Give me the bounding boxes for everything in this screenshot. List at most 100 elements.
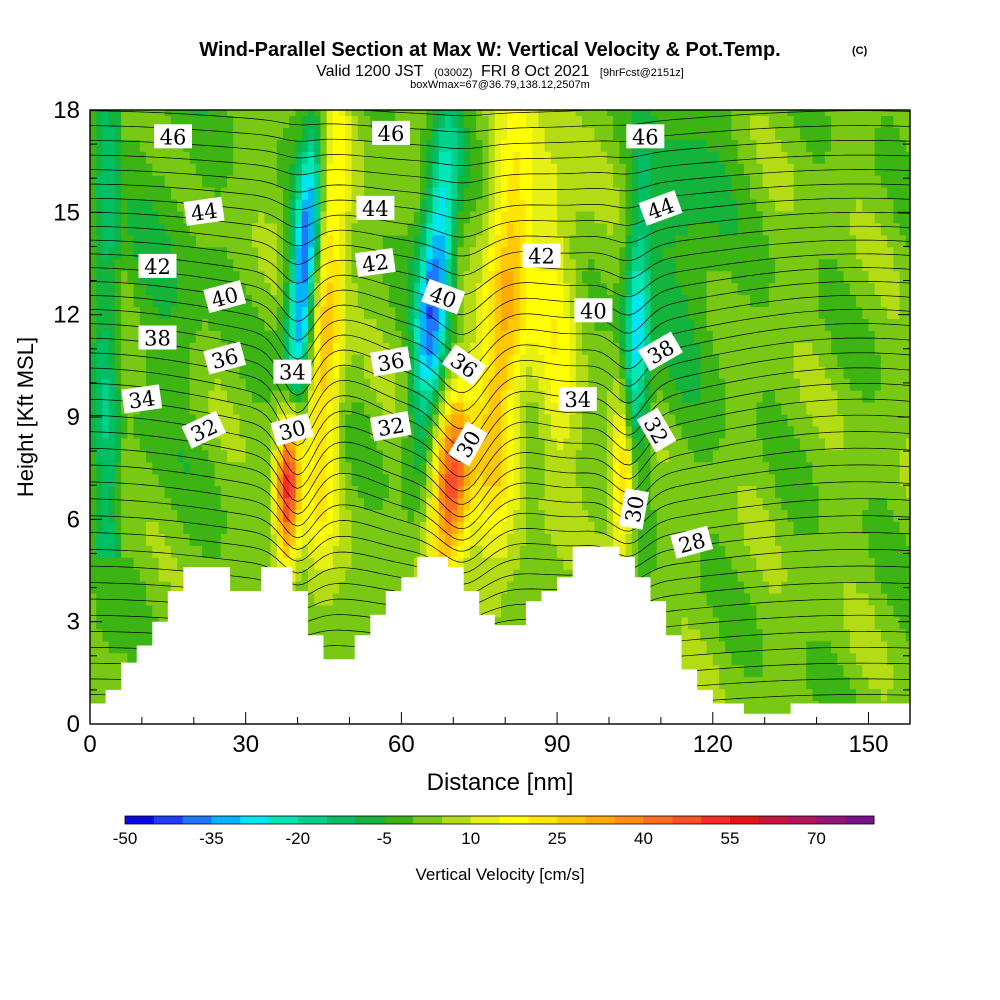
theta-label-box	[121, 384, 163, 414]
theta-label-text: 38	[144, 327, 171, 351]
colorbar-swatch	[528, 816, 558, 824]
theta-label-text: 30	[621, 494, 649, 524]
colorbar-tick-label: 70	[807, 829, 826, 848]
theta-label-text: 44	[362, 197, 389, 221]
colorbar-swatch	[413, 816, 443, 824]
theta-label-box	[203, 341, 247, 375]
colorbar-swatch	[816, 816, 846, 824]
theta-label-text: 34	[127, 386, 157, 413]
theta-label-box	[181, 410, 227, 449]
colorbar-tick-label: -5	[377, 829, 392, 848]
theta-contour	[90, 197, 910, 238]
theta-label: 46	[154, 124, 192, 149]
theta-contour	[90, 549, 910, 596]
colorbar-tick-label: -35	[199, 829, 224, 848]
theta-label-box	[138, 253, 177, 278]
theta-label-box	[638, 190, 683, 226]
colorbar-swatch	[153, 816, 184, 824]
colorbar-swatch	[499, 816, 529, 824]
theta-contour	[90, 267, 910, 335]
theta-label: 46	[626, 124, 665, 149]
colorbar-swatch	[758, 816, 789, 824]
y-tick-label: 0	[67, 711, 80, 738]
colorbar-swatch	[470, 816, 500, 824]
theta-label: 44	[356, 195, 395, 221]
y-tick-label: 9	[67, 404, 80, 431]
theta-label-box	[558, 386, 597, 411]
colorbar-swatch	[585, 816, 616, 824]
theta-label-box	[138, 325, 177, 350]
theta-label-box	[370, 411, 412, 442]
colorbar-tick-label: -20	[286, 829, 311, 848]
y-tick-label: 6	[67, 506, 80, 533]
theta-label: 40	[203, 280, 247, 314]
colorbar	[124, 815, 875, 825]
theta-label-text: 44	[189, 199, 219, 226]
colorbar-swatch	[672, 816, 702, 824]
theta-contour	[90, 323, 910, 412]
colorbar-swatch	[125, 816, 155, 824]
colorbar-swatch	[326, 816, 356, 824]
theta-label: 34	[558, 386, 597, 412]
theta-label-text: 42	[528, 245, 555, 269]
colorbar-tick-label: 55	[721, 829, 740, 848]
x-axis: 0 30 60 90 120 150	[83, 712, 889, 758]
theta-label: 40	[574, 298, 613, 323]
colorbar-swatch	[297, 816, 328, 824]
theta-contour	[90, 398, 910, 492]
theta-contour	[90, 169, 910, 201]
theta-label-text: 40	[580, 299, 607, 323]
x-tick-label: 120	[693, 731, 733, 758]
colorbar-swatch	[182, 816, 212, 824]
theta-label: 30	[618, 488, 649, 530]
colorbar-swatch	[701, 816, 731, 824]
theta-label-text: 42	[360, 250, 390, 277]
chart-subtitle: Valid 1200 JST (0300Z) FRI 8 Oct 2021 [9…	[316, 63, 684, 80]
theta-label: 36	[370, 346, 412, 377]
colorbar-swatch	[441, 816, 472, 824]
theta-contour	[90, 225, 910, 276]
theta-label-box	[183, 196, 225, 226]
colorbar-tick-label: 40	[634, 829, 653, 848]
theta-label-box	[637, 331, 683, 372]
theta-label-box	[626, 124, 665, 149]
colorbar-ticks: -50 -35 -20 -5 10 25 40 55 70	[113, 829, 826, 848]
y-tick-label: 15	[53, 199, 80, 226]
theta-label: 42	[354, 247, 396, 277]
theta-label-box	[421, 278, 466, 315]
y-tick-label: 18	[53, 97, 80, 124]
colorbar-swatch	[355, 816, 385, 824]
colorbar-swatch	[729, 816, 760, 824]
x-tick-label: 0	[83, 731, 96, 758]
theta-label-text: 42	[144, 255, 171, 279]
x-tick-label: 150	[848, 731, 888, 758]
x-axis-label: Distance [nm]	[427, 769, 574, 796]
theta-label-box	[372, 120, 410, 145]
theta-label: 34	[121, 384, 163, 414]
theta-label: 44	[183, 196, 225, 226]
theta-label-box	[522, 243, 561, 268]
colorbar-frame	[124, 815, 875, 825]
colorbar-swatch	[384, 816, 414, 824]
theta-contour	[355, 110, 600, 117]
chart-subtitle-2: boxWmax=67@36.79,138.12,2507m	[410, 79, 590, 91]
theta-label: 32	[370, 411, 412, 442]
copyright-mark: (C)	[852, 45, 868, 57]
theta-label-box	[203, 280, 247, 314]
theta-contour	[90, 532, 910, 585]
y-axis-label: Height [Kft MSL]	[13, 337, 38, 497]
theta-contour	[90, 481, 910, 552]
theta-contour	[90, 498, 910, 563]
theta-contour	[90, 308, 910, 393]
theta-label: 46	[372, 120, 410, 146]
terrain	[90, 546, 910, 724]
theta-label-box	[270, 413, 314, 447]
colorbar-swatch	[614, 816, 645, 824]
theta-contour	[90, 515, 910, 574]
theta-label: 42	[138, 253, 177, 279]
theta-label-text: 34	[564, 388, 591, 412]
theta-contour	[90, 367, 910, 463]
